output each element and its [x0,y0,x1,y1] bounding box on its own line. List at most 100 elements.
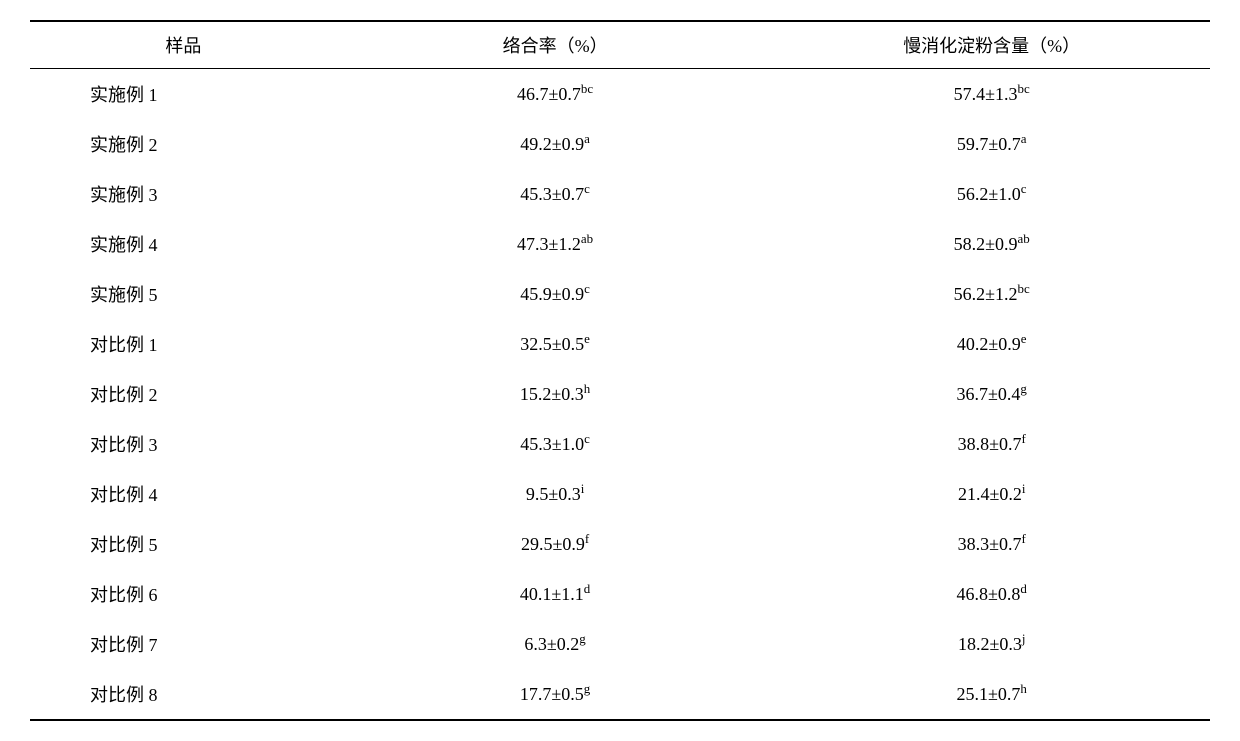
cell-sample: 对比例 4 [30,469,337,519]
cell-slow-digest-starch: 58.2±0.9ab [773,219,1210,269]
significance-superscript: c [1021,181,1027,196]
significance-superscript: bc [1018,281,1030,296]
value-text: 46.8±0.8 [957,584,1021,604]
significance-superscript: bc [1018,81,1030,96]
cell-sample: 对比例 2 [30,369,337,419]
significance-superscript: ab [1018,231,1030,246]
col-header-complexation-rate: 络合率（%） [337,21,774,69]
table-row: 对比例 640.1±1.1d46.8±0.8d [30,569,1210,619]
cell-complexation-rate: 15.2±0.3h [337,369,774,419]
significance-superscript: e [1021,331,1027,346]
value-text: 45.3±1.0 [520,434,584,454]
value-text: 38.3±0.7 [958,534,1022,554]
value-text: 40.2±0.9 [957,334,1021,354]
cell-slow-digest-starch: 21.4±0.2i [773,469,1210,519]
significance-superscript: d [584,581,590,596]
value-text: 18.2±0.3 [958,634,1022,654]
significance-superscript: c [584,431,590,446]
value-text: 56.2±1.0 [957,184,1021,204]
significance-superscript: c [584,281,590,296]
cell-sample: 对比例 7 [30,619,337,669]
significance-superscript: g [1020,381,1026,396]
table-row: 对比例 76.3±0.2g18.2±0.3j [30,619,1210,669]
cell-slow-digest-starch: 56.2±1.0c [773,169,1210,219]
significance-superscript: e [584,331,590,346]
cell-slow-digest-starch: 36.7±0.4g [773,369,1210,419]
value-text: 59.7±0.7 [957,134,1021,154]
value-text: 46.7±0.7 [517,84,581,104]
table-row: 对比例 132.5±0.5e40.2±0.9e [30,319,1210,369]
value-text: 49.2±0.9 [520,134,584,154]
value-text: 47.3±1.2 [517,234,581,254]
significance-superscript: i [1022,481,1026,496]
cell-slow-digest-starch: 38.3±0.7f [773,519,1210,569]
table-row: 实施例 146.7±0.7bc57.4±1.3bc [30,69,1210,120]
cell-complexation-rate: 40.1±1.1d [337,569,774,619]
table-row: 实施例 5 45.9±0.9c 56.2±1.2bc [30,269,1210,319]
significance-superscript: c [584,181,590,196]
cell-complexation-rate: 49.2±0.9a [337,119,774,169]
value-text: 6.3±0.2 [524,634,579,654]
cell-sample: 对比例 1 [30,319,337,369]
cell-slow-digest-starch: 56.2±1.2bc [773,269,1210,319]
value-text: 56.2±1.2 [954,284,1018,304]
col-header-slow-digest-starch: 慢消化淀粉含量（%） [773,21,1210,69]
cell-slow-digest-starch: 25.1±0.7h [773,669,1210,720]
table-row: 实施例 447.3±1.2ab58.2±0.9ab [30,219,1210,269]
cell-slow-digest-starch: 46.8±0.8d [773,569,1210,619]
value-text: 25.1±0.7 [957,684,1021,704]
cell-sample: 对比例 6 [30,569,337,619]
table-row: 对比例 49.5±0.3i21.4±0.2i [30,469,1210,519]
cell-complexation-rate: 46.7±0.7bc [337,69,774,120]
value-text: 38.8±0.7 [958,434,1022,454]
cell-sample: 实施例 2 [30,119,337,169]
significance-superscript: bc [581,81,593,96]
cell-complexation-rate: 9.5±0.3i [337,469,774,519]
cell-slow-digest-starch: 40.2±0.9e [773,319,1210,369]
cell-complexation-rate: 17.7±0.5g [337,669,774,720]
cell-slow-digest-starch: 59.7±0.7a [773,119,1210,169]
cell-complexation-rate: 6.3±0.2g [337,619,774,669]
cell-complexation-rate: 45.3±0.7c [337,169,774,219]
table-row: 对比例 3 45.3±1.0c 38.8±0.7f [30,419,1210,469]
significance-superscript: i [581,481,585,496]
cell-complexation-rate: 32.5±0.5e [337,319,774,369]
cell-sample: 实施例 4 [30,219,337,269]
cell-sample: 实施例 5 [30,269,337,319]
cell-sample: 对比例 8 [30,669,337,720]
cell-sample: 对比例 5 [30,519,337,569]
significance-superscript: a [1021,131,1027,146]
cell-slow-digest-starch: 38.8±0.7f [773,419,1210,469]
significance-superscript: f [1021,431,1025,446]
significance-superscript: g [579,631,585,646]
table-row: 对比例 817.7±0.5g25.1±0.7h [30,669,1210,720]
cell-complexation-rate: 47.3±1.2ab [337,219,774,269]
cell-slow-digest-starch: 57.4±1.3bc [773,69,1210,120]
value-text: 9.5±0.3 [526,484,581,504]
cell-sample: 实施例 1 [30,69,337,120]
significance-superscript: ab [581,231,593,246]
significance-superscript: j [1022,631,1026,646]
value-text: 21.4±0.2 [958,484,1022,504]
significance-superscript: a [584,131,590,146]
value-text: 58.2±0.9 [954,234,1018,254]
value-text: 45.9±0.9 [520,284,584,304]
data-table: 样品 络合率（%） 慢消化淀粉含量（%） 实施例 146.7±0.7bc57.4… [30,20,1210,721]
cell-sample: 对比例 3 [30,419,337,469]
significance-superscript: h [1020,681,1026,696]
cell-sample: 实施例 3 [30,169,337,219]
table-row: 对比例 529.5±0.9f38.3±0.7f [30,519,1210,569]
value-text: 36.7±0.4 [957,384,1021,404]
value-text: 17.7±0.5 [520,684,584,704]
table-header-row: 样品 络合率（%） 慢消化淀粉含量（%） [30,21,1210,69]
table-row: 对比例 215.2±0.3h36.7±0.4g [30,369,1210,419]
significance-superscript: h [584,381,590,396]
significance-superscript: d [1020,581,1026,596]
table-row: 实施例 249.2±0.9a59.7±0.7a [30,119,1210,169]
value-text: 15.2±0.3 [520,384,584,404]
value-text: 29.5±0.9 [521,534,585,554]
value-text: 57.4±1.3 [954,84,1018,104]
cell-complexation-rate: 29.5±0.9f [337,519,774,569]
value-text: 45.3±0.7 [520,184,584,204]
table-body: 实施例 146.7±0.7bc57.4±1.3bc实施例 249.2±0.9a5… [30,69,1210,721]
